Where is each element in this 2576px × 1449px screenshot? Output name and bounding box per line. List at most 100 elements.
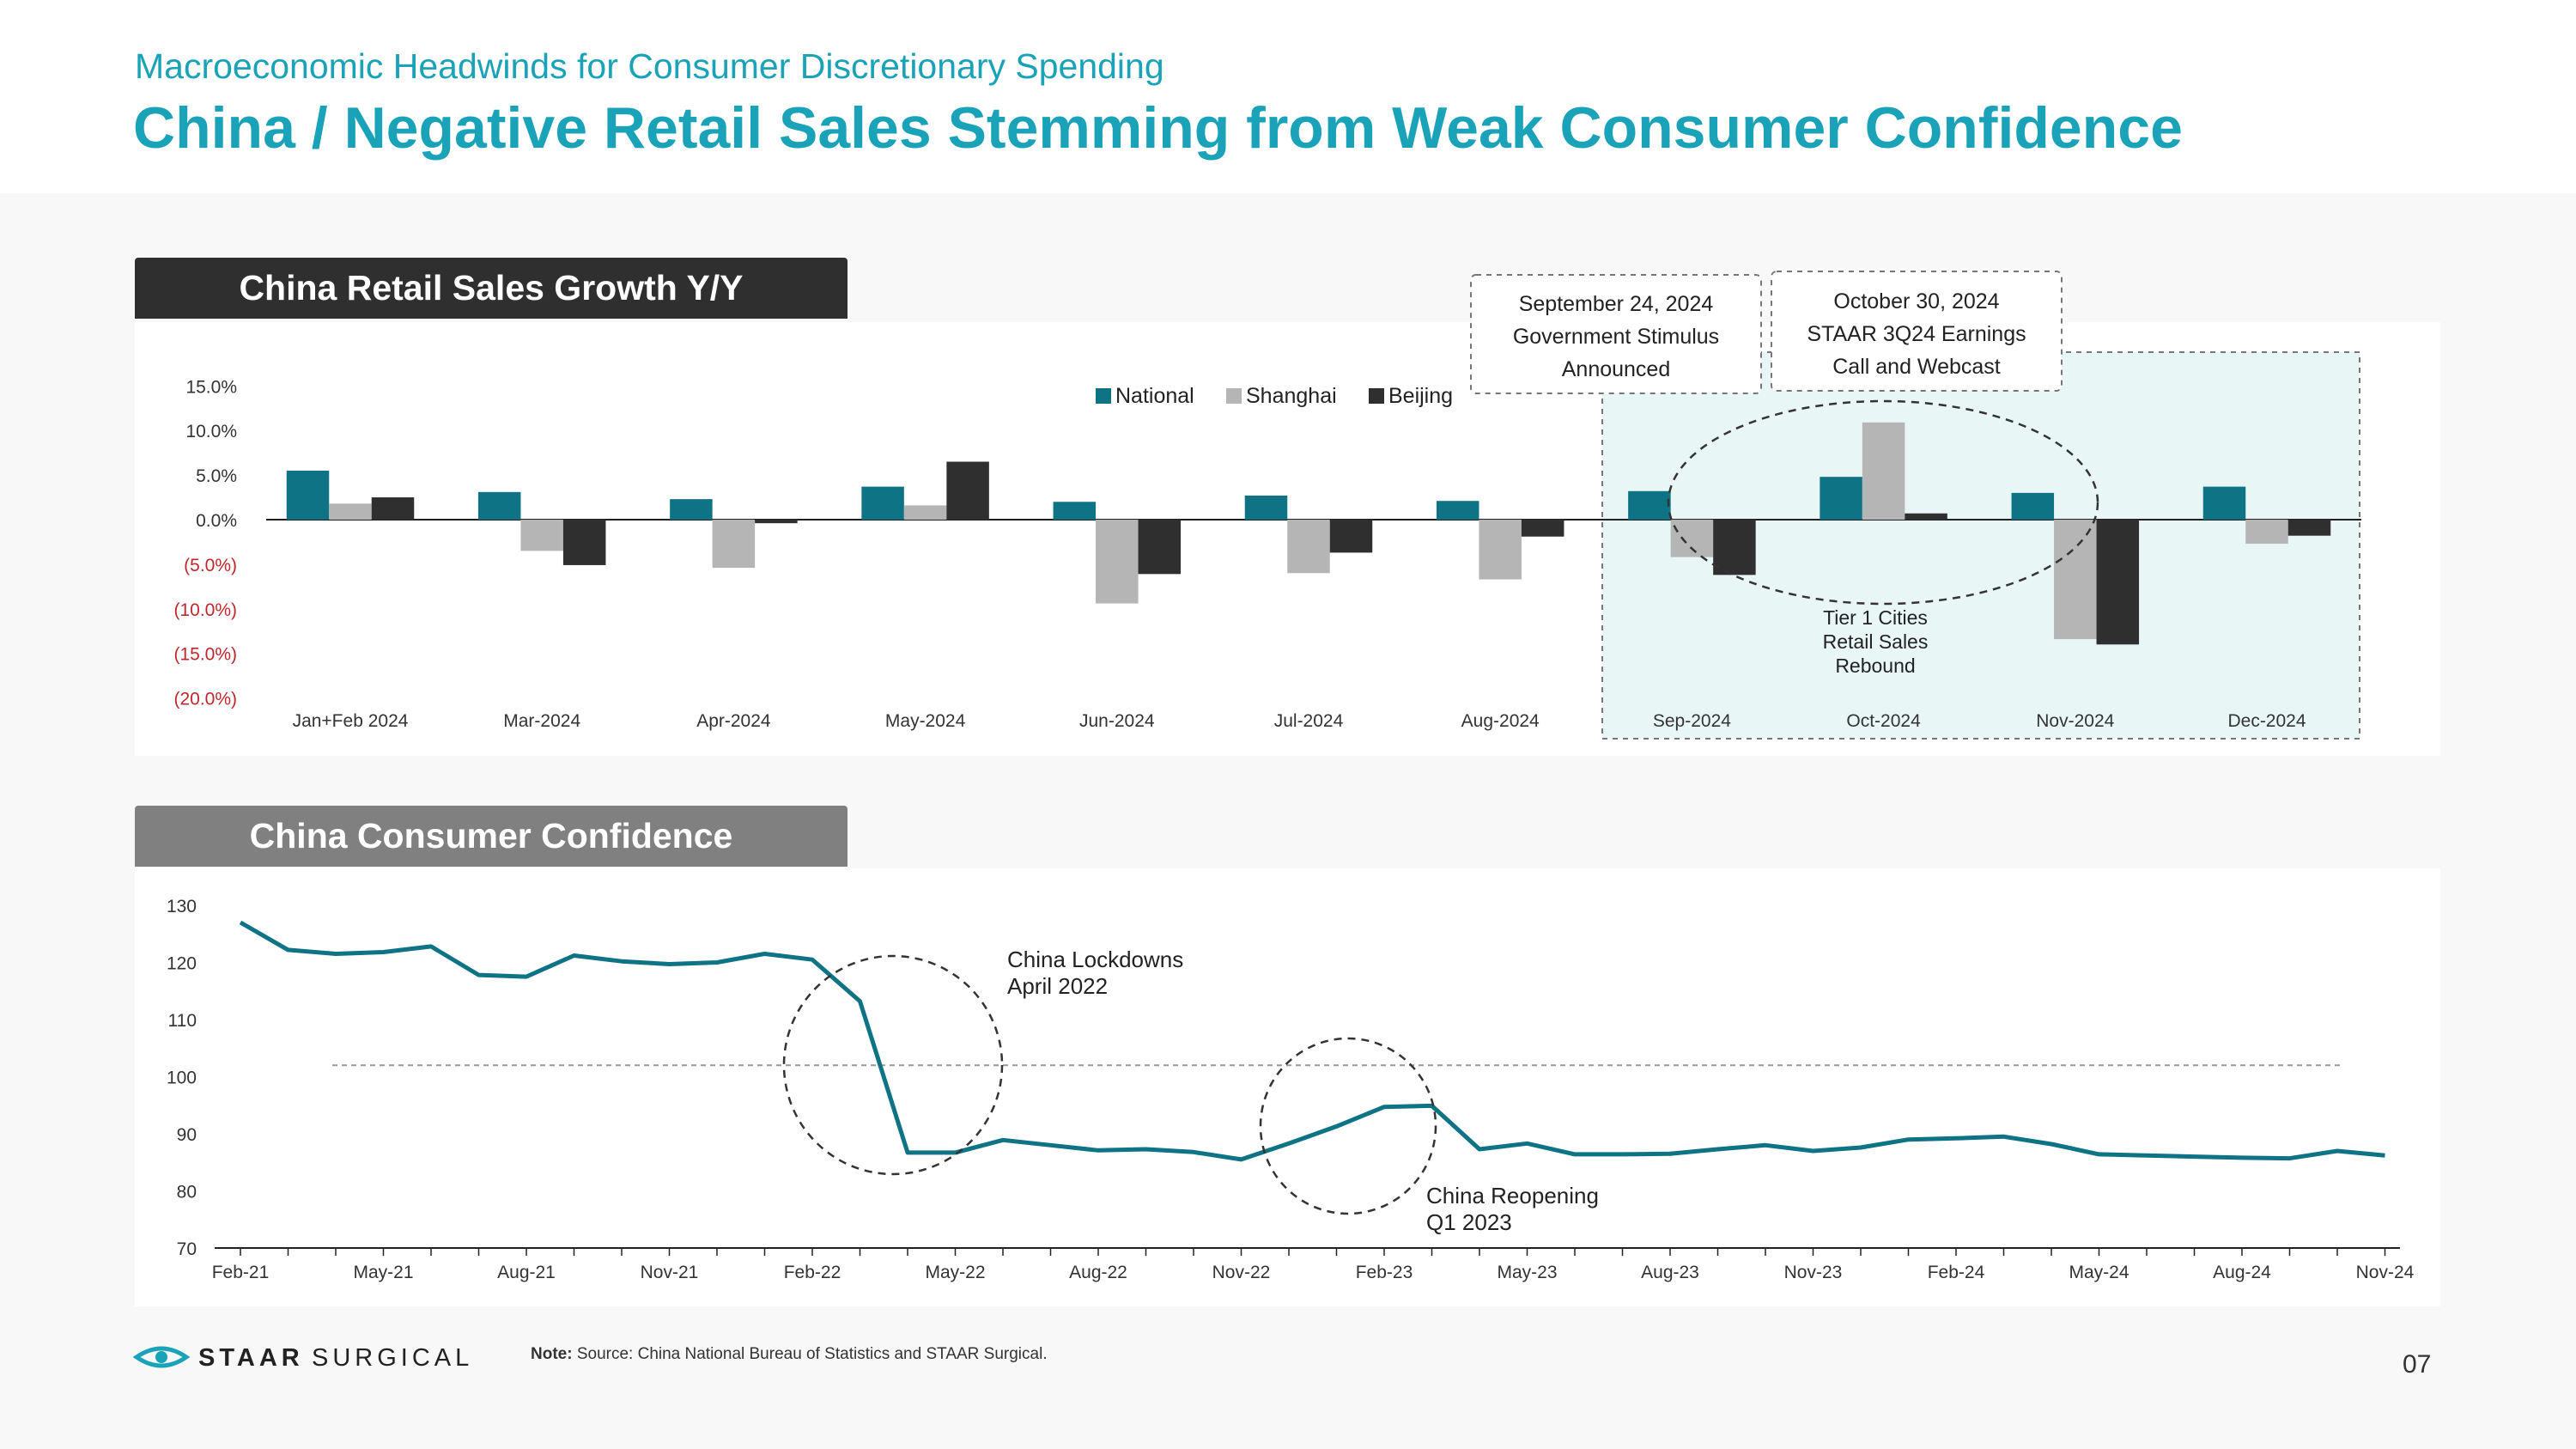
bar-national <box>670 499 713 520</box>
bar-shanghai <box>1096 520 1139 604</box>
conf-xtick-label: Nov-22 <box>1212 1263 1271 1282</box>
bar-beijing <box>1713 520 1756 575</box>
conf-ytick-label: 80 <box>177 1183 197 1202</box>
reopening-circle <box>1259 1037 1437 1215</box>
bar-shanghai <box>712 520 756 569</box>
conf-xtick-label: Aug-21 <box>497 1263 556 1282</box>
source-note: Note: Source: China National Bureau of S… <box>531 1345 1048 1364</box>
retail-xtick-label: Mar-2024 <box>503 711 580 731</box>
bar-beijing <box>562 520 606 565</box>
bar-beijing <box>2287 520 2331 536</box>
tier1-annotation-line1: Tier 1 Cities <box>1823 606 1928 629</box>
conf-xtick-label: Feb-24 <box>1928 1263 1985 1282</box>
retail-ytick-label: (5.0%) <box>184 556 237 575</box>
bar-national <box>2202 486 2246 520</box>
lockdowns-annotation-line2: April 2022 <box>1007 973 1108 999</box>
retail-xtick-label: Nov-2024 <box>2036 711 2114 731</box>
retail-ytick-label: 15.0% <box>185 377 237 397</box>
confidence-chart-tab: China Consumer Confidence <box>135 806 848 867</box>
retail-xtick-label: Oct-2024 <box>1846 711 1921 731</box>
conf-xtick-label: Aug-22 <box>1069 1263 1127 1282</box>
conf-xtick-label: Feb-23 <box>1356 1263 1413 1282</box>
conf-xtick-label: Aug-23 <box>1641 1263 1699 1282</box>
stimulus-callout-box <box>1470 274 1762 394</box>
bar-beijing <box>371 497 415 520</box>
confidence-chart-panel <box>135 868 2440 1306</box>
legend-swatch-beijing <box>1369 388 1384 404</box>
legend-swatch-national <box>1096 388 1111 404</box>
note-text: Source: China National Bureau of Statist… <box>572 1345 1048 1363</box>
retail-xtick-label: Jul-2024 <box>1274 711 1344 731</box>
retail-ytick-label: (20.0%) <box>173 690 237 709</box>
bar-beijing <box>2096 520 2140 645</box>
bar-shanghai <box>1479 520 1522 580</box>
conf-xtick-label: Feb-22 <box>784 1263 841 1282</box>
bar-national <box>1436 501 1479 520</box>
consumer-confidence-chart: 130 120 110 100 90 80 70 Feb-21 May-21 Aug-21 Nov-… <box>167 897 2415 1282</box>
retail-xtick-label: May-2024 <box>885 711 966 731</box>
bar-beijing <box>1905 513 1947 520</box>
bar-national <box>477 491 521 520</box>
staar-logo-mark: STAAR SURGICAL <box>132 1344 473 1372</box>
stimulus-callout-line2: Government Stimulus <box>1513 325 1719 349</box>
retail-ytick-label: 10.0% <box>185 422 237 441</box>
retail-ytick-label: 0.0% <box>196 511 237 531</box>
earnings-callout-line2: STAAR 3Q24 Earnings <box>1807 322 2026 346</box>
bar-beijing <box>1521 520 1564 537</box>
bar-shanghai <box>2245 520 2288 545</box>
reopening-annotation-line2: Q1 2023 <box>1426 1209 1512 1235</box>
conf-ytick-label: 130 <box>167 897 197 916</box>
bar-shanghai <box>329 503 372 520</box>
confidence-series-line <box>239 920 2385 1162</box>
bar-shanghai <box>520 520 563 551</box>
conf-ytick-label: 120 <box>167 954 197 974</box>
highlight-ellipse <box>1667 399 2099 606</box>
conf-xtick-label: May-24 <box>2069 1263 2129 1282</box>
earnings-callout-line3: Call and Webcast <box>1832 355 2001 379</box>
bar-shanghai <box>1670 520 1714 557</box>
conf-ytick-label: 70 <box>177 1239 197 1259</box>
logo-text-light: SURGICAL <box>312 1344 473 1372</box>
conf-xtick-label: Aug-24 <box>2213 1263 2271 1282</box>
bar-national <box>1628 490 1671 520</box>
stimulus-callout-line3: Announced <box>1562 357 1671 381</box>
conf-xtick-label: May-21 <box>353 1263 413 1282</box>
earnings-callout-box <box>1771 271 2063 392</box>
bar-beijing <box>1138 520 1182 575</box>
legend-label-national: National <box>1115 384 1194 408</box>
bar-shanghai <box>1287 520 1330 574</box>
legend-label-beijing: Beijing <box>1388 384 1453 408</box>
conf-ytick-label: 100 <box>167 1068 197 1088</box>
logo-text-bold: STAAR <box>198 1344 304 1372</box>
retail-ytick-label: 5.0% <box>196 466 237 486</box>
page-title: China / Negative Retail Sales Stemming f… <box>133 95 2183 161</box>
retail-chart-tab: China Retail Sales Growth Y/Y <box>135 258 848 319</box>
conf-ytick-label: 110 <box>168 1011 197 1031</box>
earnings-callout-line1: October 30, 2024 <box>1833 289 1999 314</box>
retail-xtick-label: Sep-2024 <box>1653 711 1731 731</box>
stimulus-callout-line1: September 24, 2024 <box>1519 292 1714 316</box>
conf-xtick-label: Feb-21 <box>212 1263 270 1282</box>
staar-logo: STAAR SURGICAL <box>132 1340 494 1379</box>
legend-swatch-shanghai <box>1226 388 1242 404</box>
bar-beijing <box>1329 520 1373 553</box>
tier1-annotation-line3: Rebound <box>1835 654 1915 677</box>
retail-xtick-label: Dec-2024 <box>2227 711 2306 731</box>
retail-xtick-label: Aug-2024 <box>1461 711 1540 731</box>
header: Macroeconomic Headwinds for Consumer Dis… <box>0 0 2576 193</box>
retail-xtick-label: Jan+Feb 2024 <box>293 711 409 731</box>
conf-xtick-label: Nov-21 <box>641 1263 699 1282</box>
retail-ytick-label: (15.0%) <box>173 645 237 665</box>
conf-xtick-label: Nov-24 <box>2356 1263 2415 1282</box>
bar-beijing <box>755 520 798 524</box>
lockdowns-circle <box>782 954 1004 1176</box>
retail-legend: National Shanghai Beijing <box>1096 384 1453 408</box>
bar-shanghai <box>903 505 947 520</box>
bar-shanghai <box>1862 422 1905 520</box>
note-label: Note: <box>531 1345 573 1363</box>
lockdowns-annotation-line1: China Lockdowns <box>1007 947 1183 972</box>
bar-national <box>286 470 330 520</box>
conf-ytick-label: 90 <box>177 1125 197 1145</box>
retail-sales-chart: 15.0% 10.0% 5.0% 0.0% (5.0%) (10.0%) (15.0%) (2… <box>173 271 2361 740</box>
conf-xtick-label: Nov-23 <box>1784 1263 1843 1282</box>
